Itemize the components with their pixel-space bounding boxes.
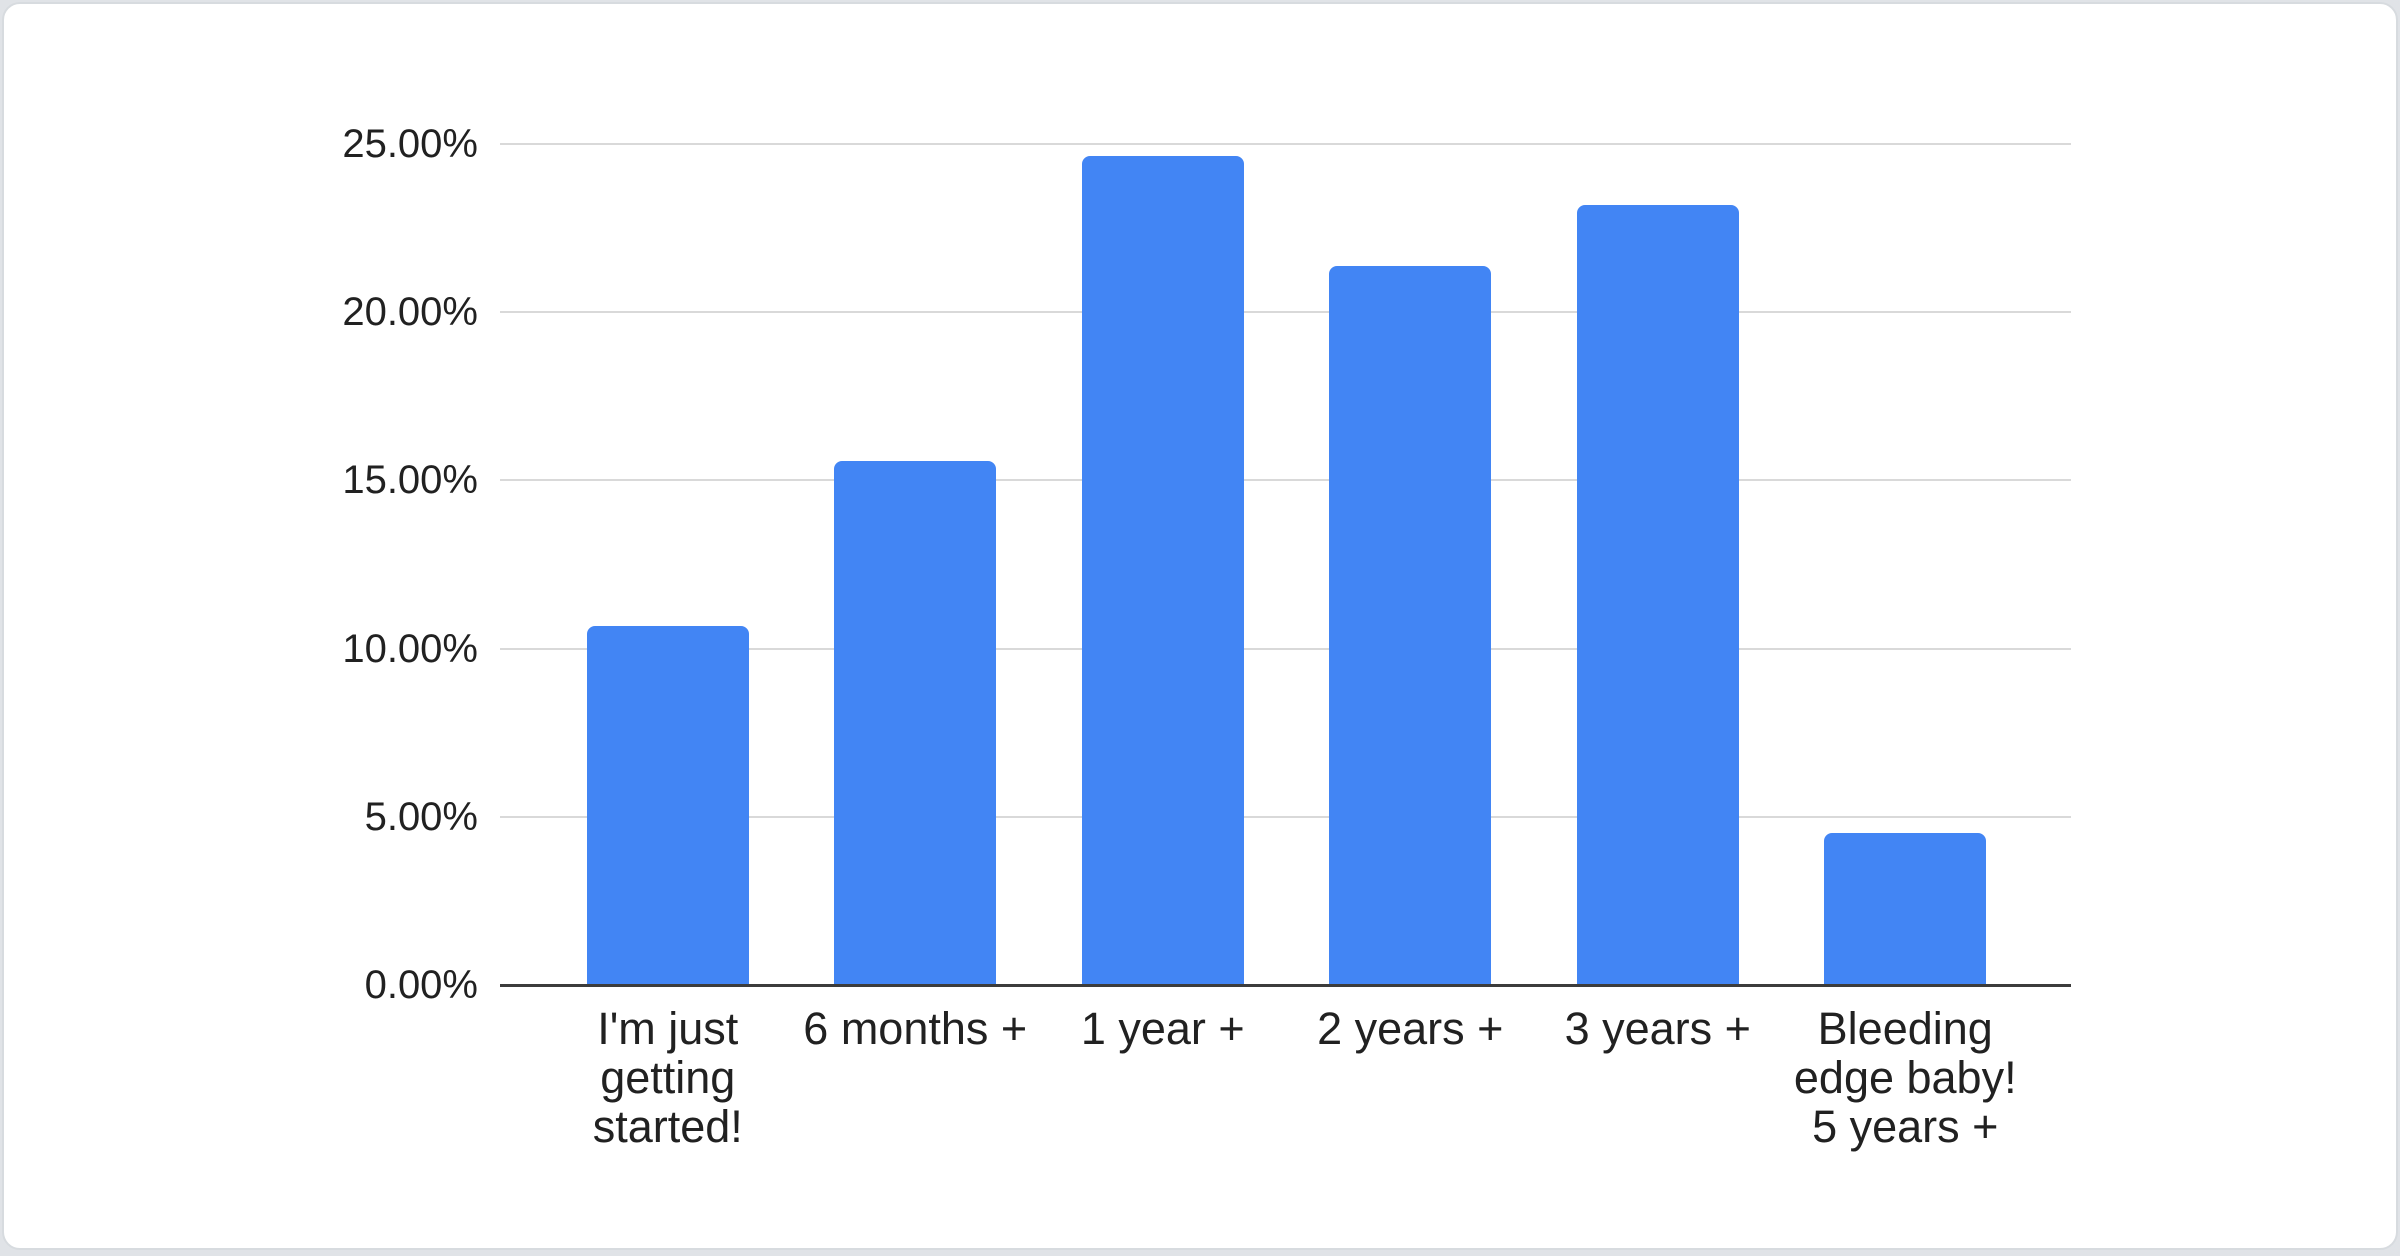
y-axis-tick-label: 10.00%: [342, 626, 478, 671]
x-axis-category-label: 2 years +: [1317, 1003, 1504, 1054]
x-axis-line: [500, 984, 2071, 987]
gridline: [500, 647, 2071, 650]
gridline: [500, 143, 2071, 145]
y-axis-tick-label: 20.00%: [342, 290, 478, 335]
bar-5[interactable]: [1576, 204, 1739, 985]
x-axis-category-label: Bleeding edge baby! 5 years +: [1793, 1003, 2017, 1152]
bar-1[interactable]: [586, 626, 749, 985]
bar-3[interactable]: [1081, 156, 1244, 985]
y-axis-tick-label: 15.00%: [342, 458, 478, 503]
bar-2[interactable]: [834, 461, 997, 985]
y-axis-tick-label: 5.00%: [364, 794, 478, 839]
bar-4[interactable]: [1329, 266, 1492, 985]
gridline: [500, 479, 2071, 482]
y-axis-tick-label: 25.00%: [342, 122, 478, 166]
y-axis-tick-label: 0.00%: [364, 963, 478, 1007]
x-axis-category-label: 1 year +: [1080, 1003, 1245, 1054]
gridline: [500, 815, 2071, 818]
gridline: [500, 311, 2071, 314]
bar-chart: 0.00% 5.00% 10.00% 15.00% 20.00% 25.00% I'm ju…: [4, 4, 2396, 1248]
x-axis-category-label: 3 years +: [1564, 1003, 1751, 1054]
bar-6[interactable]: [1824, 833, 1987, 985]
x-axis-category-label: I'm just getting started!: [592, 1003, 743, 1152]
x-axis-category-label: 6 months +: [803, 1003, 1028, 1054]
